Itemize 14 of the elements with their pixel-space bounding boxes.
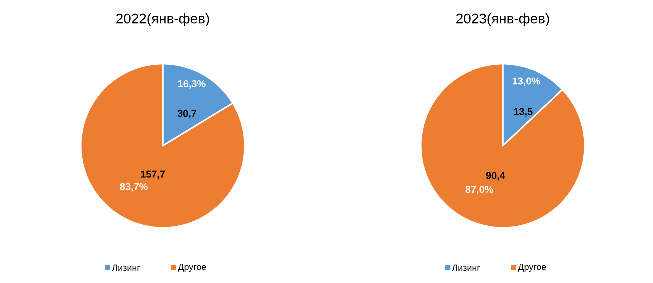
text: 83,7% <box>120 183 148 192</box>
data-label: 157,7 <box>141 170 166 180</box>
data-label: 90,4 <box>486 172 506 181</box>
chart-title: 2022(янв-фев) <box>116 13 210 26</box>
legend-label: Лизинг <box>112 264 140 272</box>
text: 87,0% <box>466 186 494 195</box>
data-label: 13,5 <box>514 108 533 117</box>
legend-label: Другое <box>518 264 546 272</box>
legend-label: Лизинг <box>452 264 480 272</box>
legend-label: Другое <box>178 264 206 272</box>
data-label: 30,7 <box>178 110 196 119</box>
text: 16,3% <box>178 80 206 89</box>
text: 13,0% <box>512 78 540 86</box>
chart-title: 2023(янв-фев) <box>456 13 550 26</box>
